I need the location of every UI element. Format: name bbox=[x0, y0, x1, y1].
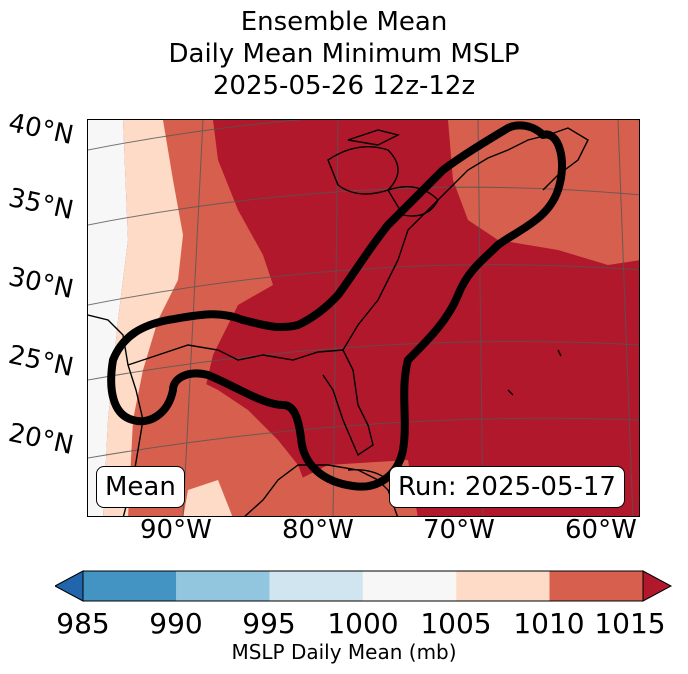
lat-label-25: 25°N bbox=[5, 340, 77, 383]
field-1010-1015-south bbox=[240, 460, 418, 516]
map-svg bbox=[88, 120, 639, 516]
colorbar-bin-985-990 bbox=[83, 571, 177, 601]
colorbar-bin-1010-1015 bbox=[549, 571, 643, 601]
colorbar-tick-985: 985 bbox=[56, 607, 110, 640]
colorbar-over-arrow bbox=[642, 570, 673, 602]
colorbar-bin-990-995 bbox=[176, 571, 270, 601]
field-1005-1010-south bbox=[183, 480, 233, 516]
run-date-box: Run: 2025-05-17 bbox=[389, 466, 625, 508]
lat-label-40: 40°N bbox=[5, 108, 77, 151]
colorbar-bin-1005-1010 bbox=[456, 571, 550, 601]
lat-label-20: 20°N bbox=[5, 418, 77, 461]
colorbar-tick-1005: 1005 bbox=[420, 607, 492, 640]
colorbar bbox=[55, 570, 673, 602]
title-line-2: Daily Mean Minimum MSLP bbox=[168, 39, 520, 69]
colorbar-tick-1000: 1000 bbox=[327, 607, 399, 640]
lat-label-35: 35°N bbox=[5, 183, 77, 226]
lon-label-90: 90°W bbox=[140, 515, 212, 545]
title-line-1: Ensemble Mean bbox=[240, 7, 448, 37]
colorbar-bin-1000-1005 bbox=[362, 571, 457, 601]
envelope-contour bbox=[107, 121, 566, 491]
lon-label-80: 80°W bbox=[282, 515, 354, 545]
mean-label-box: Mean bbox=[96, 466, 185, 508]
title-line-3: 2025-05-26 12z-12z bbox=[212, 71, 476, 101]
colorbar-under-arrow bbox=[55, 570, 84, 602]
colorbar-bin-995-1000 bbox=[269, 571, 363, 601]
lon-label-60: 60°W bbox=[565, 515, 637, 545]
colorbar-tick-1010: 1010 bbox=[513, 607, 585, 640]
field-1010-1015-northeast bbox=[448, 120, 639, 265]
colorbar-tick-1015: 1015 bbox=[594, 607, 666, 640]
lon-label-70: 70°W bbox=[423, 515, 495, 545]
lat-label-30: 30°N bbox=[5, 262, 77, 305]
colorbar-tick-995: 995 bbox=[242, 607, 296, 640]
map-panel bbox=[87, 119, 640, 517]
colorbar-label: MSLP Daily Mean (mb) bbox=[231, 640, 457, 664]
colorbar-tick-990: 990 bbox=[149, 607, 203, 640]
